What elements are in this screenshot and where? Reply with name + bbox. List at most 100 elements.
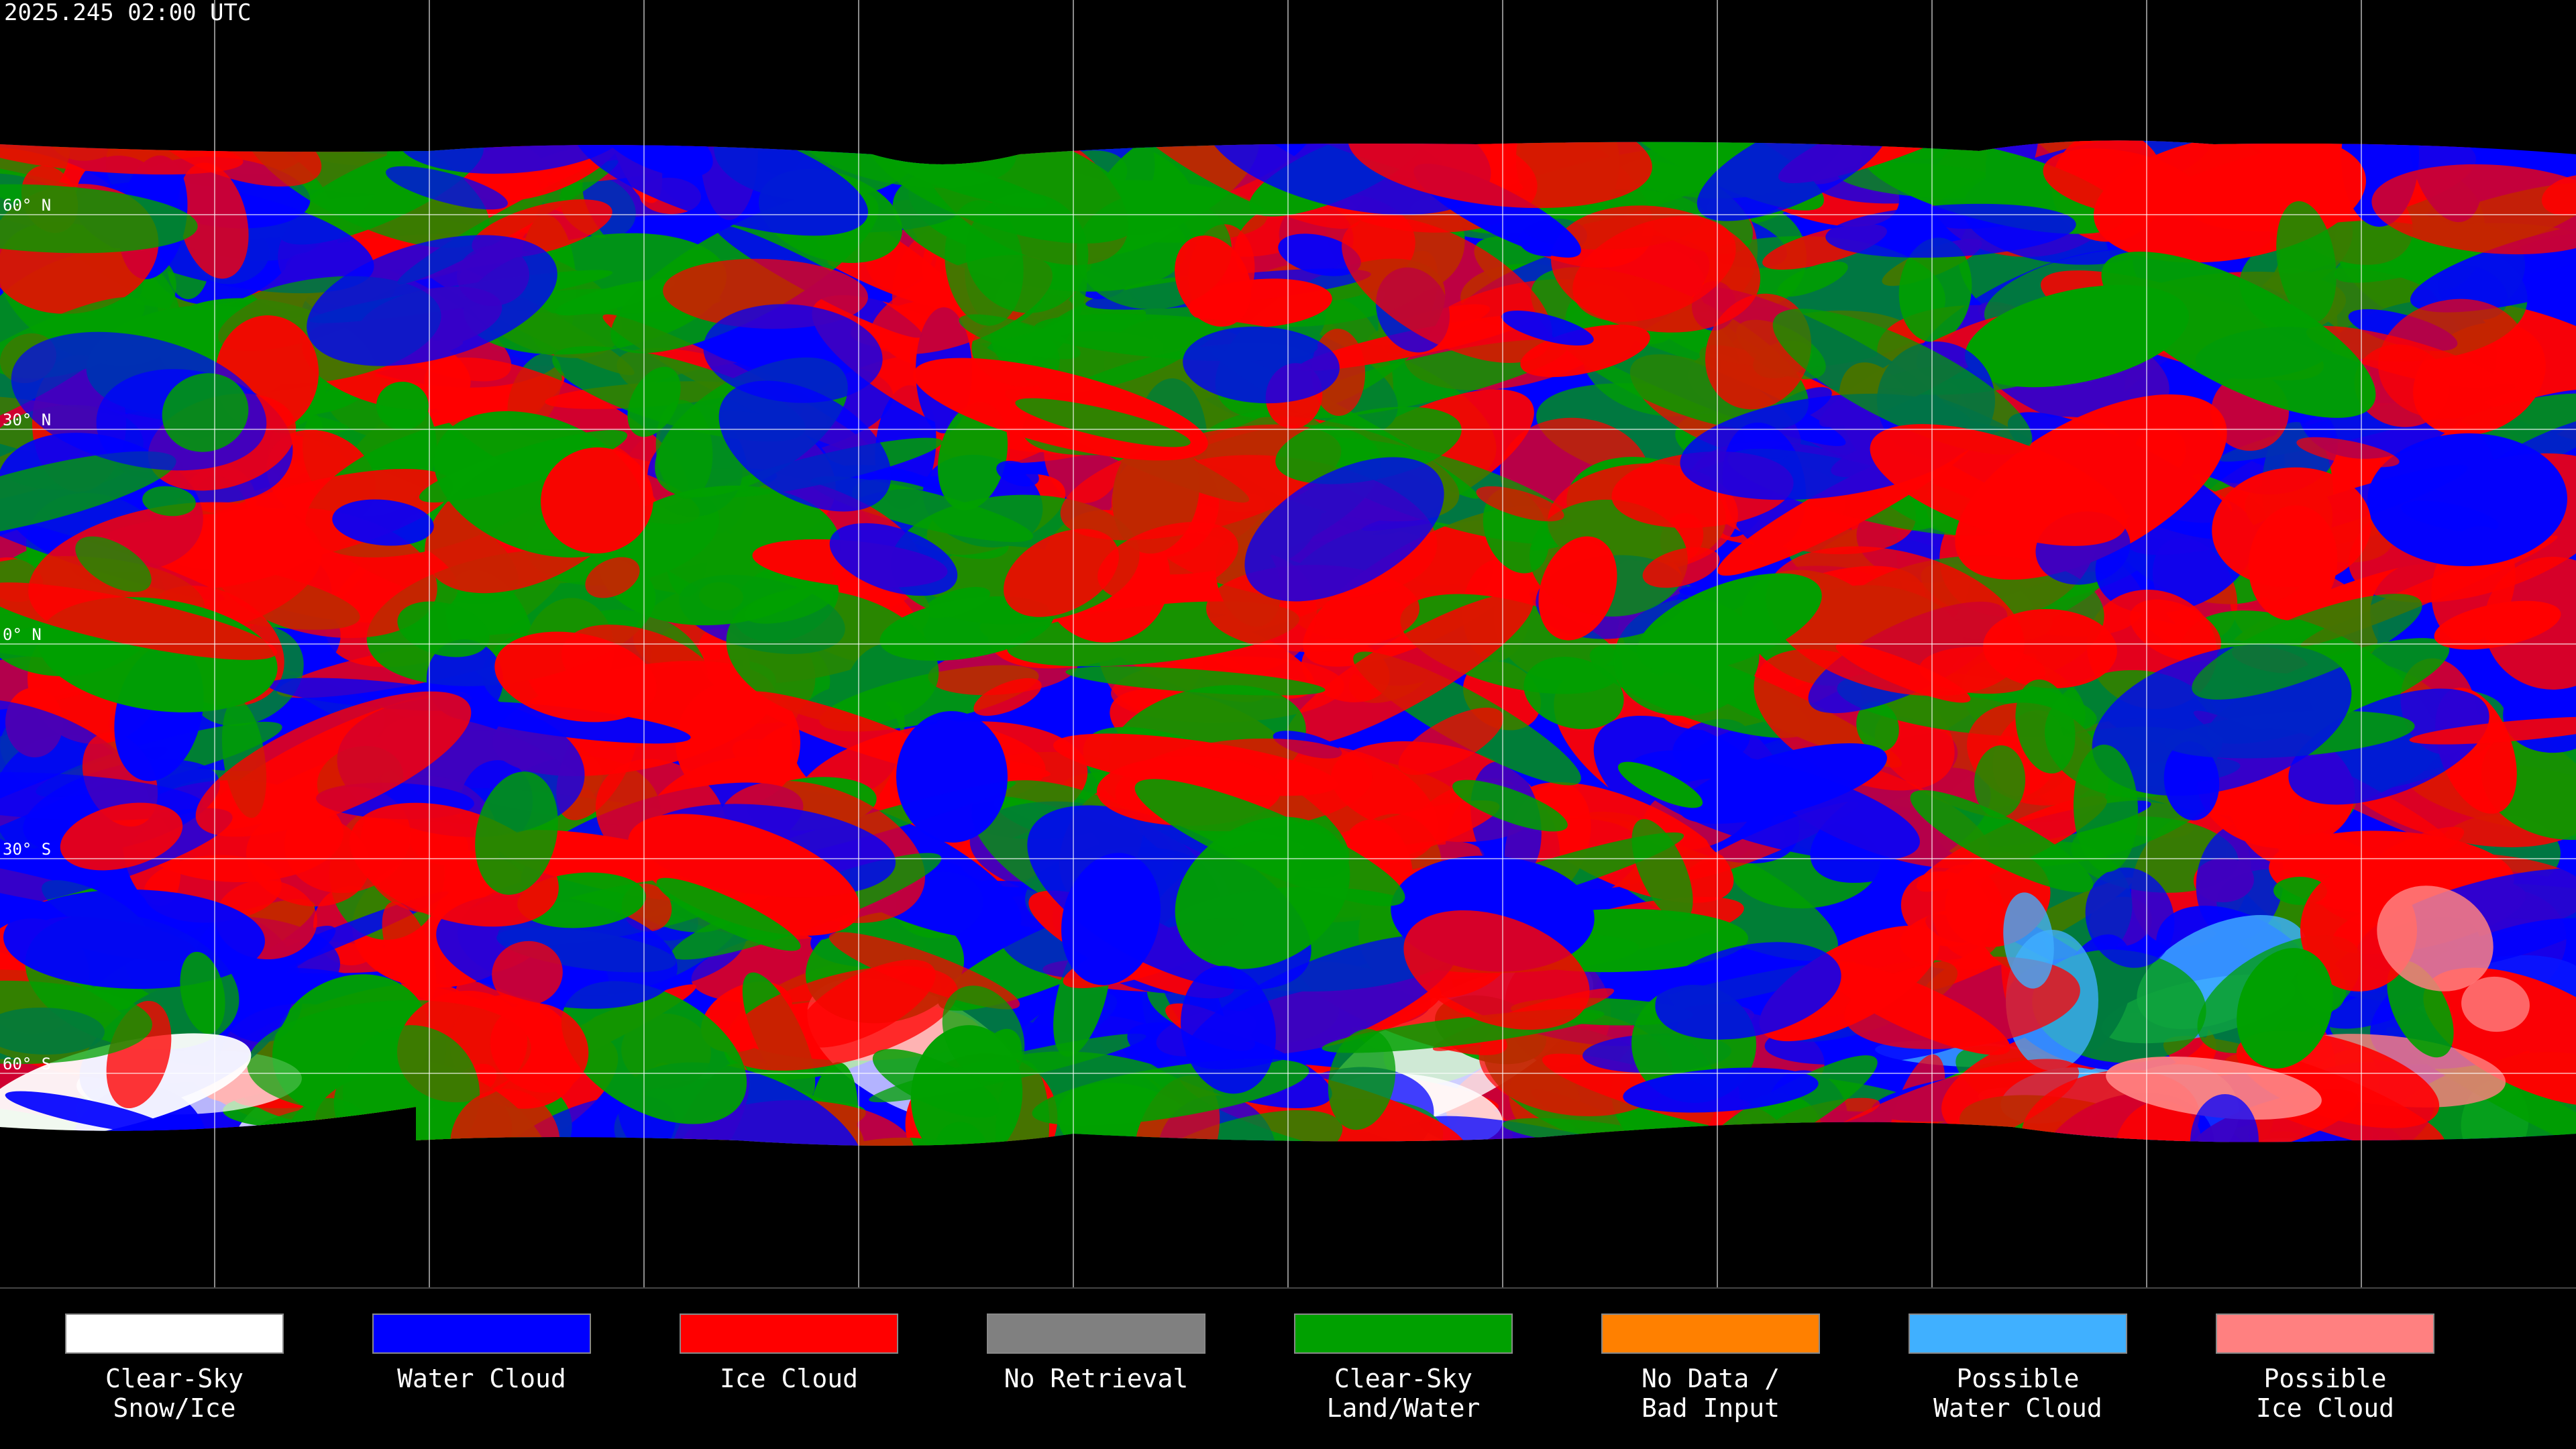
cloud-patch	[1476, 486, 1564, 522]
legend-label: Snow/Ice	[113, 1393, 235, 1423]
cloud-patch	[627, 366, 681, 437]
cloud-patch	[1061, 853, 1161, 985]
cloud-patch	[744, 586, 834, 624]
cloud-patch	[162, 373, 249, 452]
cloud-patch	[1452, 780, 1568, 832]
cloud-patch	[1898, 237, 1972, 342]
cloud-patch	[726, 589, 939, 724]
legend-swatch	[680, 1313, 898, 1354]
cloud-patch	[1572, 216, 1736, 322]
cloud-patch	[1479, 1010, 1673, 1117]
cloud-patch	[1538, 536, 1617, 641]
cloud-patch	[718, 380, 892, 512]
cloud-patch	[541, 447, 653, 554]
cloud-patch	[2106, 1056, 2322, 1120]
cloud-patch	[1398, 707, 1504, 775]
cloud-patch	[1403, 910, 1590, 1030]
timestamp: 2025.245 02:00 UTC	[4, 0, 251, 26]
cloud-patch	[490, 1003, 589, 1093]
cloud-patch	[1097, 521, 1238, 602]
cloud-patch	[2367, 433, 2567, 567]
cloud-patch	[1004, 529, 1119, 617]
cloud-patch	[180, 951, 225, 1034]
cloud-patch	[0, 184, 198, 254]
cloud-patch	[1523, 657, 1624, 729]
legend-label: Clear-Sky	[1334, 1364, 1472, 1393]
cloud-patch	[1642, 547, 1720, 588]
cloud-patch	[2288, 688, 2489, 805]
cloud-patch	[1772, 309, 2033, 455]
cloud-patch	[1328, 1028, 1396, 1130]
legend-swatch	[1601, 1313, 1820, 1354]
cloud-patch	[1631, 818, 1693, 922]
cloud-patch	[1910, 790, 2094, 893]
cloud-patch	[2410, 216, 2576, 313]
cloud-patch	[1175, 235, 1251, 327]
cloud-patch	[2192, 594, 2422, 700]
cloud-patch	[475, 771, 558, 895]
cloud-patch	[872, 1049, 1000, 1118]
cloud-patch	[1861, 140, 2125, 234]
legend-label: Possible	[2263, 1364, 2386, 1393]
cloud-patch	[1183, 326, 1340, 404]
cloud-patch	[1835, 643, 1971, 703]
legend-swatch	[372, 1313, 591, 1354]
cloud-patch	[1181, 965, 1276, 1094]
cloud-patch	[1697, 140, 1891, 221]
cloud-patch	[585, 557, 640, 598]
cloud-patch	[2365, 826, 2465, 876]
cloud-patch	[239, 140, 490, 248]
cloud-patch	[1015, 398, 1191, 447]
cloud-patch	[0, 451, 176, 541]
cloud-patch	[2003, 892, 2054, 989]
cloud-patch	[444, 701, 691, 744]
cloud-patch	[376, 381, 429, 431]
cloud-patch	[1790, 1059, 2080, 1146]
cloud-patch	[386, 166, 508, 210]
cloud-patch	[494, 631, 657, 722]
cloud-patch	[2190, 1094, 2259, 1146]
cloud-patch	[628, 814, 860, 936]
latitude-label: 60° S	[3, 1055, 51, 1073]
cloud-patch	[2434, 600, 2561, 650]
cloud-patch	[2015, 679, 2076, 774]
cloud-patch	[195, 691, 472, 837]
cloud-patch	[307, 235, 557, 366]
cloud-patch	[724, 965, 958, 1071]
legend-swatch	[65, 1313, 284, 1354]
legend-swatch	[2216, 1313, 2434, 1354]
legend-label: Bad Input	[1642, 1393, 1780, 1423]
cloud-patch	[142, 486, 196, 517]
cloud-patch	[75, 536, 152, 592]
cloud-patch	[398, 140, 630, 174]
cloud-patch	[598, 485, 841, 626]
cloud-patch	[1856, 701, 1899, 752]
cloud-patch	[1655, 942, 1841, 1040]
cloud-patch	[419, 430, 628, 502]
cloud-patch	[178, 162, 249, 279]
legend-label: Water Cloud	[397, 1364, 566, 1393]
cloud-patch	[2296, 437, 2400, 468]
latitude-label: 0° N	[3, 625, 42, 644]
cloud-patch	[492, 941, 563, 1006]
cloud-patch	[1870, 424, 2127, 546]
cloud-patch	[1348, 140, 1652, 209]
latitude-label: 30° N	[3, 411, 51, 429]
cloud-patch	[2276, 201, 2337, 323]
cloud-patch	[2378, 299, 2527, 419]
legend-label: Land/Water	[1327, 1393, 1481, 1423]
cloud-patch	[1419, 1116, 1719, 1146]
cloud-patch	[1285, 592, 1534, 747]
cloud-patch	[2212, 467, 2371, 588]
cloud-patch	[973, 678, 1042, 716]
latitude-label: 30° S	[3, 840, 51, 859]
legend-swatch	[1294, 1313, 1513, 1354]
cloud-patch	[382, 901, 437, 1003]
cloud-patch	[2085, 867, 2175, 968]
graticule: 60° N 30° N 0° N 30° S 60° S	[0, 0, 2576, 1288]
cloud-patch	[1777, 261, 1848, 297]
cloud-patch	[1278, 233, 1361, 276]
latitude-label: 60° N	[3, 196, 51, 215]
legend-label: Ice Cloud	[720, 1364, 858, 1393]
cloud-patch	[2481, 719, 2576, 840]
